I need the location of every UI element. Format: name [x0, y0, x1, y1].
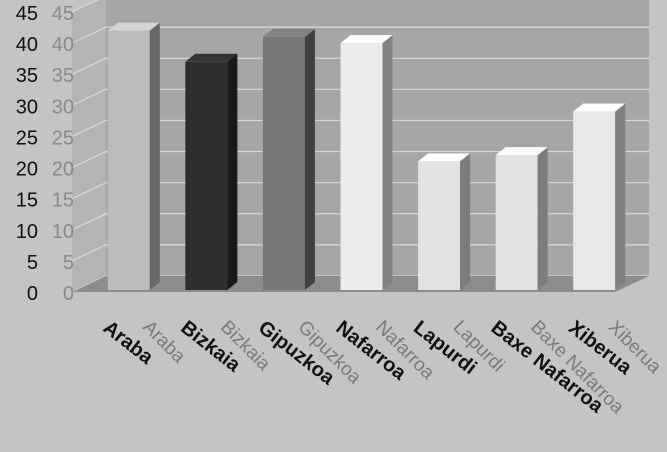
bar-side: [227, 53, 238, 291]
bar-side: [382, 35, 393, 290]
gridline: [71, 88, 649, 106]
gridline: [71, 119, 649, 137]
y-tick-ghost: 30: [52, 96, 74, 118]
y-tick-label: 40: [16, 34, 38, 56]
bar-front: [262, 36, 305, 291]
y-tick-label: 5: [27, 252, 38, 274]
y-tick-label: 35: [16, 65, 38, 87]
bar-top: [262, 28, 315, 37]
y-tick-ghost: 20: [52, 159, 74, 181]
bar-top: [495, 147, 548, 156]
bar-side: [537, 147, 548, 290]
y-tick-ghost: 10: [52, 221, 74, 243]
side-wall: [72, 0, 106, 292]
bar-side: [149, 22, 160, 291]
bar-xiberua: [573, 103, 626, 290]
y-tick-label: 25: [16, 127, 38, 149]
y-tick-ghost: 25: [52, 127, 74, 149]
y-tick-label: 30: [16, 96, 38, 118]
bar-side: [304, 28, 315, 291]
bar-front: [495, 155, 538, 290]
bar-front: [185, 61, 228, 291]
y-axis-ghost-ticks: 0 5 10 15 20 25 30 35 40 45: [52, 3, 74, 305]
y-tick-label: 15: [16, 190, 38, 212]
bar-side: [615, 103, 626, 290]
y-tick-label: 45: [16, 3, 38, 25]
bar-bizkaia: [185, 53, 238, 291]
y-tick-ghost: 5: [63, 252, 74, 274]
bar-top: [418, 153, 471, 162]
bar-front: [340, 43, 383, 290]
y-tick-ghost: 35: [52, 65, 74, 87]
y-tick-label: 0: [27, 283, 38, 305]
gridline: [71, 57, 649, 75]
bar-baxe-nafarroa: [495, 147, 548, 290]
y-tick-ghost: 45: [52, 3, 74, 25]
y-tick-ghost: 15: [52, 190, 74, 212]
y-tick-label: 20: [16, 159, 38, 181]
bar-nafarroa: [340, 35, 393, 290]
x-axis-labels: ArabaArabaBizkaiaBizkaiaGipuzkoaGipuzkoa…: [99, 317, 665, 419]
bar-top: [573, 103, 626, 112]
gridline: [71, 0, 99, 13]
y-tick-ghost: 40: [52, 34, 74, 56]
bar-top: [185, 53, 238, 62]
y-axis-ticks: 0 5 10 15 20 25 30 35 40 45: [16, 3, 38, 305]
gridline: [71, 150, 649, 169]
bar-top: [340, 35, 393, 44]
gridline: [71, 26, 649, 44]
bar-gipuzkoa: [262, 28, 315, 291]
bar-top: [107, 22, 160, 31]
bar-lapurdi: [418, 153, 471, 290]
bar-front: [107, 30, 150, 291]
bar-araba: [107, 22, 160, 291]
y-tick-label: 10: [16, 221, 38, 243]
bar-front: [418, 161, 461, 290]
chart-bars: [107, 22, 626, 291]
bar-front: [573, 111, 616, 290]
y-tick-ghost: 0: [63, 283, 74, 305]
bar-side: [460, 153, 471, 290]
